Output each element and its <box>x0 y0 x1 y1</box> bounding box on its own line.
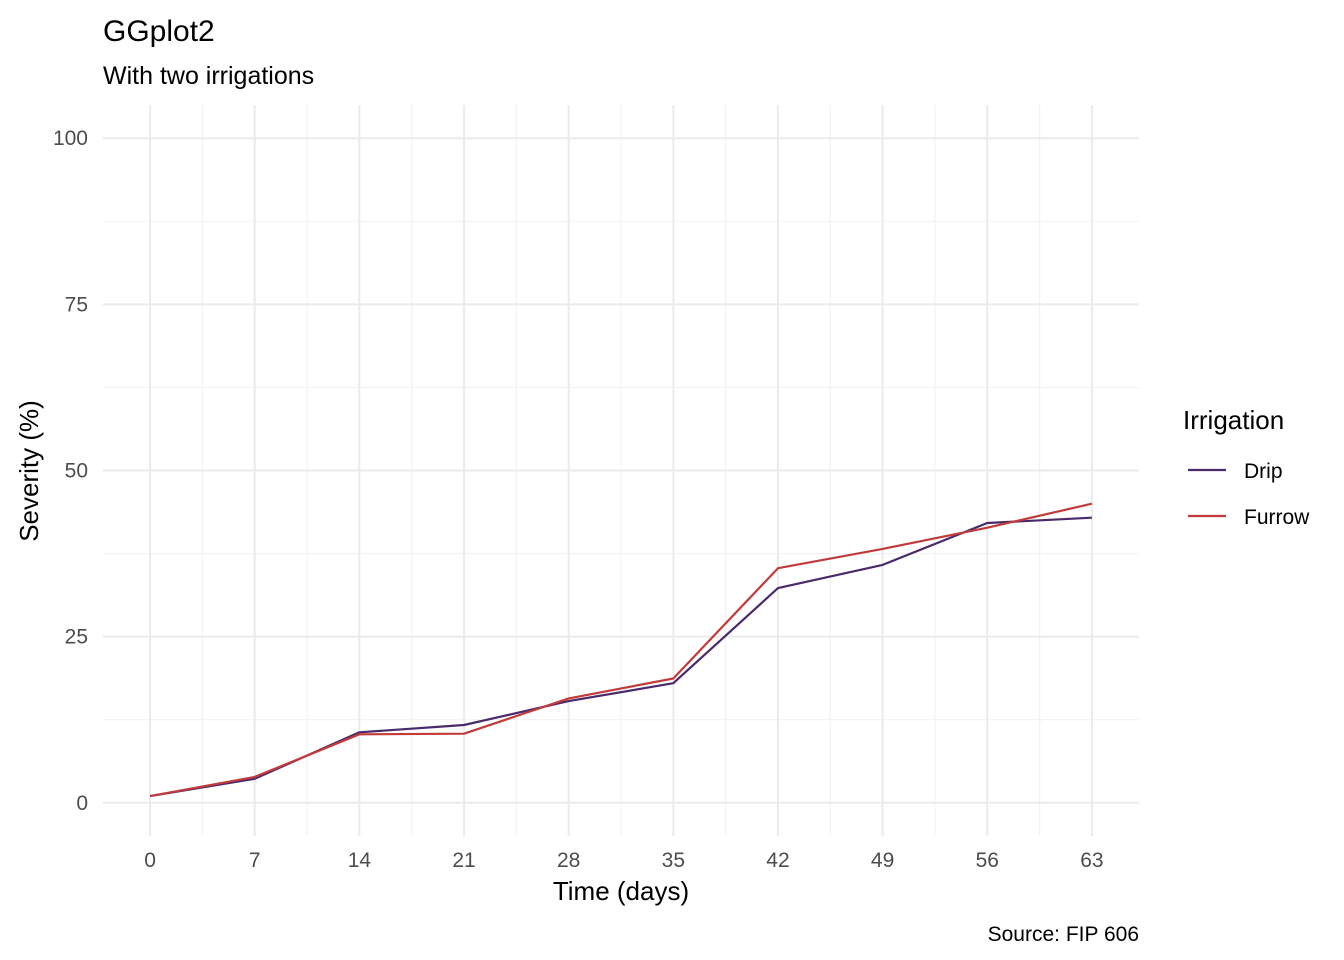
x-tick-label: 35 <box>662 849 685 872</box>
legend-title: Irrigation <box>1183 405 1284 435</box>
series-lines <box>149 502 1093 798</box>
x-tick-label: 42 <box>766 849 789 872</box>
legend-label: Drip <box>1244 460 1283 483</box>
legend-item-furrow: Furrow <box>1188 506 1310 529</box>
x-tick-label: 28 <box>557 849 580 872</box>
legend-item-drip: Drip <box>1188 460 1283 483</box>
x-tick-label: 49 <box>871 849 894 872</box>
x-tick-label: 7 <box>249 849 261 872</box>
y-tick-label: 25 <box>65 626 88 649</box>
legend: Irrigation Drip Furrow <box>1183 405 1310 529</box>
y-axis-title: Severity (%) <box>14 400 44 542</box>
chart-subtitle: With two irrigations <box>103 62 314 90</box>
x-axis-title: Time (days) <box>553 876 689 906</box>
y-axis-ticks: 0 25 50 75 100 <box>53 127 88 815</box>
y-tick-label: 50 <box>65 460 88 483</box>
x-tick-label: 63 <box>1080 849 1103 872</box>
grid-lines <box>103 105 1139 836</box>
x-tick-label: 21 <box>452 849 475 872</box>
series-line-furrow <box>149 502 1093 798</box>
chart-title: GGplot2 <box>103 15 215 48</box>
chart-caption: Source: FIP 606 <box>988 923 1139 946</box>
legend-items: Drip Furrow <box>1188 460 1310 529</box>
y-tick-label: 100 <box>53 127 88 150</box>
x-axis-ticks: 0 7 14 21 28 35 42 49 56 63 <box>144 849 1103 872</box>
legend-label: Furrow <box>1244 506 1310 529</box>
y-tick-label: 75 <box>65 293 88 316</box>
x-tick-label: 56 <box>976 849 999 872</box>
y-tick-label: 0 <box>76 792 88 815</box>
x-tick-label: 14 <box>348 849 372 872</box>
x-tick-label: 0 <box>144 849 156 872</box>
